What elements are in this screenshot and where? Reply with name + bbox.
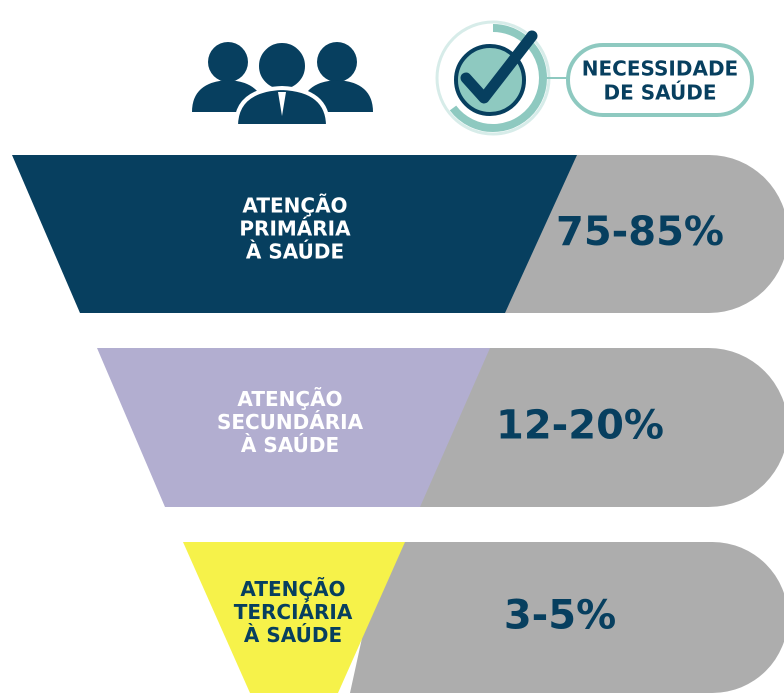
badge [566, 43, 754, 117]
level-label: PRIMÁRIA [239, 217, 351, 241]
level-label: À SAÚDE [246, 240, 344, 264]
level-range: 3-5% [504, 593, 616, 639]
level-shape [12, 155, 577, 313]
level-label: À SAÚDE [244, 623, 342, 647]
level-range: 12-20% [496, 403, 664, 449]
level-range: 75-85% [556, 209, 724, 255]
level-label: ATENÇÃO [240, 577, 345, 601]
level-label: SECUNDÁRIA [217, 410, 364, 434]
check-icon [435, 20, 568, 136]
level-label: À SAÚDE [241, 433, 339, 457]
level-label: TERCIÁRIA [234, 600, 353, 624]
badge-text: NECESSIDADE [582, 57, 738, 81]
people-icon [192, 39, 373, 128]
range-band [350, 542, 784, 693]
level-label: ATENÇÃO [242, 194, 347, 218]
level-shape [97, 348, 490, 507]
level-label: ATENÇÃO [237, 387, 342, 411]
level-shape [183, 542, 405, 693]
badge-text: DE SAÚDE [604, 81, 717, 105]
